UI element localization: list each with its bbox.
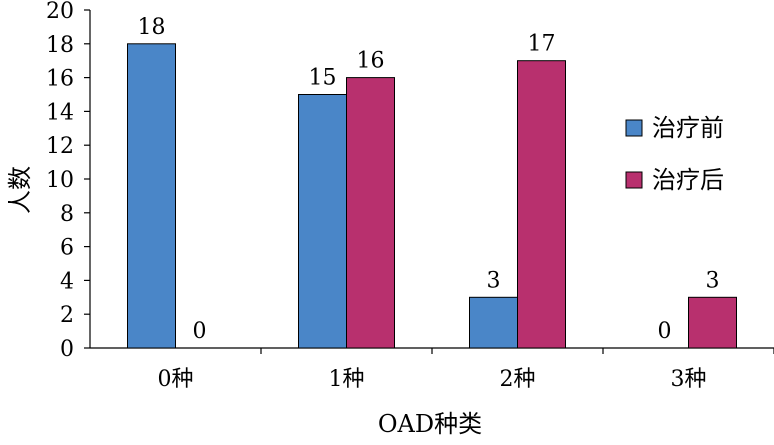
y-tick-label: 12	[46, 134, 74, 159]
x-tick-label: 2种	[500, 367, 536, 392]
legend-label: 治疗后	[652, 166, 724, 194]
x-axis-title: OAD种类	[378, 410, 482, 438]
y-tick-label: 2	[60, 303, 74, 328]
bar-before-2	[469, 296, 518, 349]
bars	[127, 43, 737, 349]
data-label: 0	[193, 319, 207, 344]
y-tick-label: 10	[46, 168, 74, 193]
data-label: 16	[357, 49, 385, 74]
y-axis-title: 人数	[6, 166, 34, 214]
y-tick-label: 16	[46, 67, 74, 92]
y-tick-label: 0	[60, 337, 74, 362]
data-labels: 18 15 3 0 0 16 17 3	[138, 15, 720, 344]
data-label: 18	[138, 15, 166, 40]
bar-after-1	[346, 77, 395, 349]
x-tick-label: 3种	[671, 367, 707, 392]
bar-before-1	[298, 94, 347, 349]
x-tick-label: 1种	[329, 367, 365, 392]
data-label: 17	[528, 32, 556, 57]
legend-swatch-1	[625, 171, 643, 189]
data-label: 3	[487, 268, 501, 293]
x-tick-label: 0种	[158, 367, 194, 392]
y-tick-label: 20	[46, 0, 74, 24]
y-tick-label: 4	[60, 269, 74, 294]
bar-after-3	[688, 296, 737, 349]
data-label: 3	[706, 268, 720, 293]
bar-after-2	[517, 60, 566, 349]
axes: 0 2 4 6 8 10 12 14 16 18 20 0种 1种 2种 3种	[46, 0, 774, 392]
y-tick-label: 8	[60, 202, 74, 227]
data-label: 15	[309, 66, 337, 91]
y-tick-label: 18	[46, 33, 74, 58]
legend-swatch-0	[625, 119, 643, 137]
data-label: 0	[658, 319, 672, 344]
y-tick-label: 14	[46, 100, 74, 125]
legend-label: 治疗前	[652, 114, 724, 142]
bar-before-0	[127, 43, 176, 349]
y-tick-label: 6	[60, 236, 74, 261]
